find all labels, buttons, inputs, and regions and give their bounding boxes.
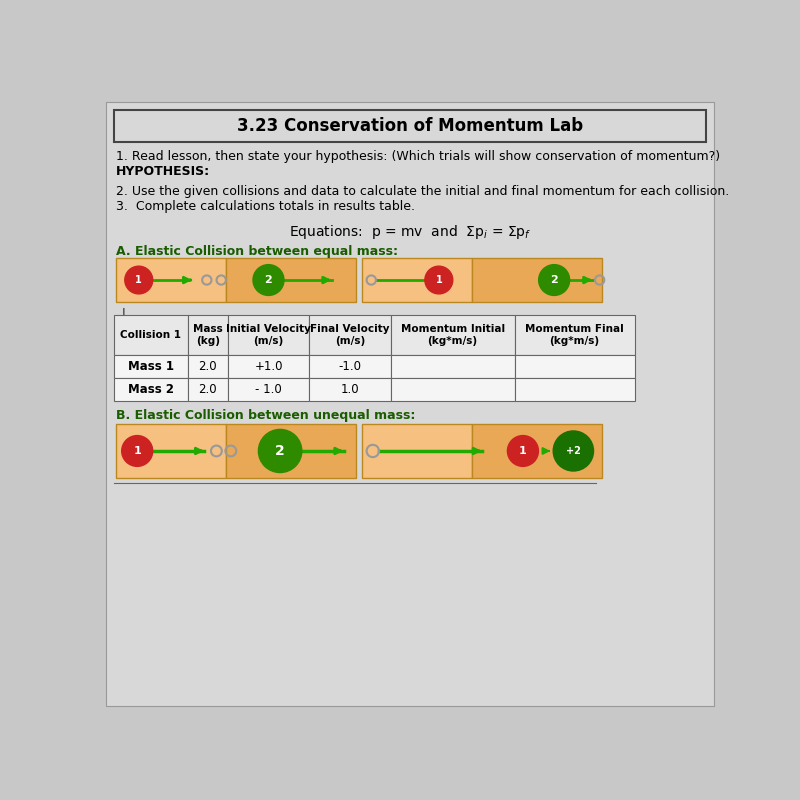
Circle shape	[425, 266, 453, 294]
Bar	[390, 314, 514, 354]
Circle shape	[258, 430, 302, 473]
Bar	[310, 354, 390, 378]
Text: Final Velocity
(m/s): Final Velocity (m/s)	[310, 324, 390, 346]
Text: Momentum Final
(kg*m/s): Momentum Final (kg*m/s)	[526, 324, 624, 346]
Bar	[228, 354, 310, 378]
Text: 1: 1	[135, 275, 142, 285]
Text: 2: 2	[275, 444, 285, 458]
Bar	[228, 314, 310, 354]
Bar	[187, 378, 228, 401]
Text: Collision 1: Collision 1	[120, 330, 182, 340]
Text: 2: 2	[550, 275, 558, 285]
Text: - 1.0: - 1.0	[255, 383, 282, 396]
Text: Equations:  p = mv  and  $\Sigma$p$_i$ = $\Sigma$p$_f$: Equations: p = mv and $\Sigma$p$_i$ = $\…	[289, 223, 531, 241]
Text: HYPOTHESIS:: HYPOTHESIS:	[115, 166, 210, 178]
Bar	[114, 378, 187, 401]
Text: Mass 1: Mass 1	[128, 360, 174, 373]
Text: A. Elastic Collision between equal mass:: A. Elastic Collision between equal mass:	[115, 245, 398, 258]
Text: B. Elastic Collision between unequal mass:: B. Elastic Collision between unequal mas…	[115, 409, 415, 422]
Text: +1.0: +1.0	[254, 360, 283, 373]
Text: Initial Velocity
(m/s): Initial Velocity (m/s)	[226, 324, 311, 346]
Circle shape	[507, 435, 538, 466]
Bar	[226, 424, 356, 478]
Text: 2: 2	[265, 275, 272, 285]
Bar	[187, 314, 228, 354]
Text: I: I	[122, 307, 125, 320]
Bar	[362, 424, 473, 478]
Bar	[310, 314, 390, 354]
Bar	[473, 258, 602, 302]
Text: Momentum Initial
(kg*m/s): Momentum Initial (kg*m/s)	[401, 324, 505, 346]
Text: Mass 2: Mass 2	[128, 383, 174, 396]
Circle shape	[538, 265, 570, 295]
Bar	[473, 424, 602, 478]
Bar	[115, 258, 226, 302]
Text: 2. Use the given collisions and data to calculate the initial and final momentum: 2. Use the given collisions and data to …	[115, 185, 729, 198]
Text: 1. Read lesson, then state your hypothesis: (Which trials will show conservation: 1. Read lesson, then state your hypothes…	[115, 150, 720, 163]
Bar	[187, 354, 228, 378]
Text: 1: 1	[134, 446, 141, 456]
Bar	[114, 314, 187, 354]
Bar	[390, 354, 514, 378]
Text: -1.0: -1.0	[338, 360, 362, 373]
Text: 1: 1	[435, 275, 442, 285]
Bar	[228, 378, 310, 401]
Bar	[390, 378, 514, 401]
Bar	[114, 354, 187, 378]
Circle shape	[122, 435, 153, 466]
Text: 3.23 Conservation of Momentum Lab: 3.23 Conservation of Momentum Lab	[237, 117, 583, 135]
Bar	[514, 354, 634, 378]
Bar	[514, 378, 634, 401]
Bar	[115, 424, 226, 478]
Text: 3.  Complete calculations totals in results table.: 3. Complete calculations totals in resul…	[115, 200, 414, 213]
Text: 1.0: 1.0	[341, 383, 359, 396]
Circle shape	[125, 266, 153, 294]
Bar	[114, 110, 706, 142]
Bar	[514, 314, 634, 354]
Circle shape	[554, 431, 594, 471]
Text: +2: +2	[566, 446, 581, 456]
Circle shape	[253, 265, 284, 295]
Text: 1: 1	[519, 446, 526, 456]
Text: Mass
(kg): Mass (kg)	[193, 324, 222, 346]
Text: 2.0: 2.0	[198, 383, 217, 396]
Bar	[226, 258, 356, 302]
Bar	[310, 378, 390, 401]
Bar	[362, 258, 473, 302]
Text: 2.0: 2.0	[198, 360, 217, 373]
